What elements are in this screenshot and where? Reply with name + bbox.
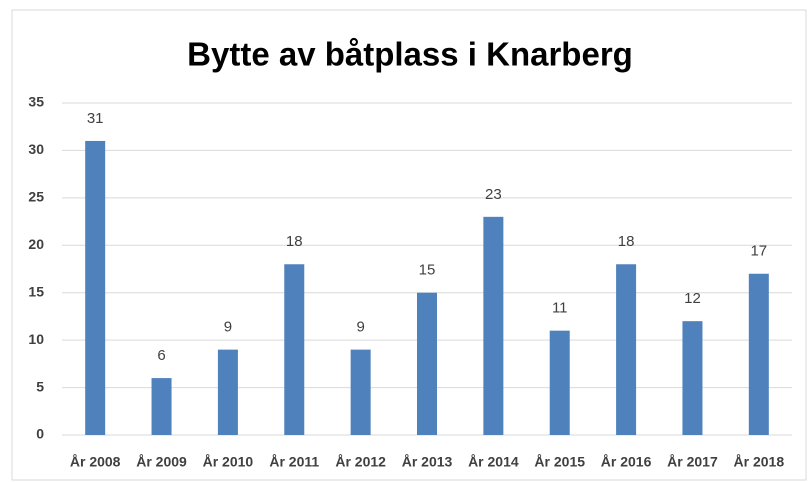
chart-title: Bytte av båtplass i Knarberg [187,36,633,73]
bar [417,292,437,435]
data-label: 17 [750,243,767,260]
data-label: 9 [224,319,232,336]
x-tick-label: År 2010 [203,454,254,470]
bar [151,378,172,435]
data-label: 18 [618,233,635,250]
x-tick-label: År 2011 [269,454,319,470]
y-tick-label: 10 [28,331,44,347]
bar [682,321,703,435]
x-tick-label: År 2014 [468,454,519,470]
bar [284,264,305,435]
bar [748,273,769,435]
y-tick-label: 25 [28,189,44,205]
data-label: 18 [286,233,303,250]
data-label: 6 [157,347,165,364]
data-label: 23 [485,186,502,203]
data-label: 9 [356,319,364,336]
bar [350,349,371,435]
x-tick-label: År 2012 [335,454,386,470]
bar [616,264,637,435]
x-tick-label: År 2015 [534,454,585,470]
data-label: 11 [552,300,568,317]
y-tick-label: 5 [36,378,44,394]
y-tick-label: 0 [36,426,44,442]
y-tick-label: 30 [28,141,44,157]
y-tick-label: 15 [28,283,44,299]
x-tick-label: År 2013 [402,454,453,470]
data-label: 15 [419,262,436,279]
bar [483,216,504,435]
y-tick-label: 35 [28,94,44,110]
x-tick-label: År 2017 [667,454,718,470]
data-label: 12 [684,290,701,307]
x-tick-label: År 2018 [734,454,785,470]
x-tick-label: År 2008 [70,454,121,470]
y-tick-label: 20 [28,236,44,252]
x-tick-label: År 2009 [136,454,187,470]
x-tick-label: År 2016 [601,454,652,470]
bar [549,330,570,435]
data-label: 31 [87,110,104,127]
bar [85,140,106,435]
bar [217,349,238,435]
